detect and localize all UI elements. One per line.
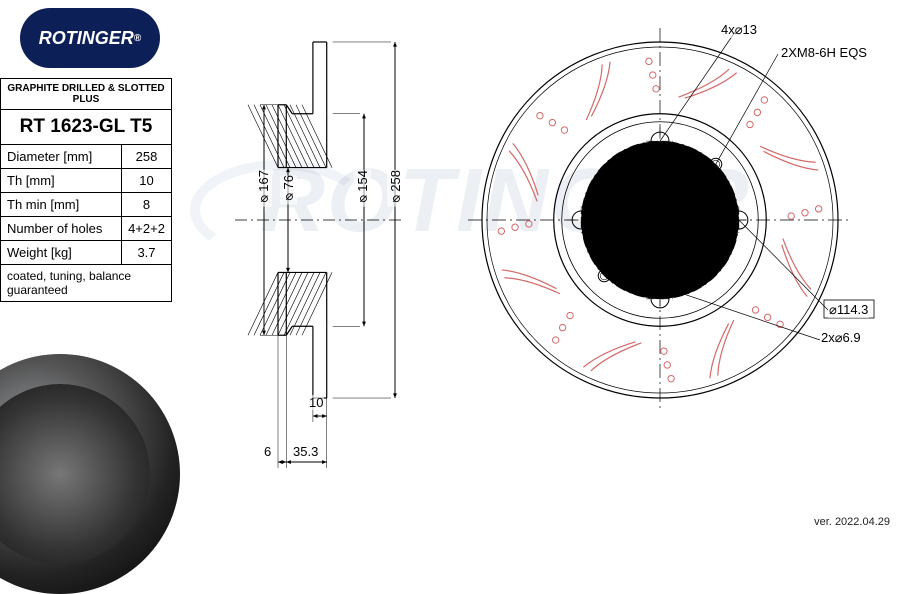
technical-drawing: ⌀167 ⌀76 ⌀154 ⌀258 10 6 35.3 4x⌀13 2XM8-… [180,10,890,510]
callout-holes-main: 4x⌀13 [720,22,758,38]
disc-photo-icon [0,354,180,594]
callout-threaded: 2XM8-6H EQS [780,45,868,60]
dim-d258: ⌀258 [387,170,404,207]
spec-label: Th min [mm] [1,193,122,217]
spec-value: 4+2+2 [122,217,172,241]
spec-label: Weight [kg] [1,241,122,265]
dim-d76: ⌀76 [280,175,297,204]
table-row: Th [mm]10 [1,169,172,193]
spec-label: Diameter [mm] [1,145,122,169]
dim-t10: 10 [308,395,324,410]
table-row: Weight [kg]3.7 [1,241,172,265]
spec-value: 258 [122,145,172,169]
dim-t6: 6 [263,444,272,459]
spec-value: 3.7 [122,241,172,265]
spec-label: Th [mm] [1,169,122,193]
brand-logo: ROTINGER® [20,8,160,68]
spec-heading: GRAPHITE DRILLED & SLOTTED PLUS [0,78,172,109]
table-row: Th min [mm]8 [1,193,172,217]
spec-value: 8 [122,193,172,217]
spec-table: Diameter [mm]258 Th [mm]10 Th min [mm]8 … [0,145,172,265]
spec-label: Number of holes [1,217,122,241]
dim-d167: ⌀167 [255,170,272,207]
dim-d154: ⌀154 [354,170,371,207]
spec-panel: GRAPHITE DRILLED & SLOTTED PLUS RT 1623-… [0,78,172,302]
table-row: Number of holes4+2+2 [1,217,172,241]
brand-logo-text: ROTINGER [39,28,134,49]
spec-value: 10 [122,169,172,193]
spec-note: coated, tuning, balance guaranteed [0,265,172,302]
version-text: ver. 2022.04.29 [814,516,890,528]
dim-t35_3: 35.3 [292,444,319,459]
drawing-svg [180,10,890,510]
registered-mark: ® [134,33,141,44]
dim-pcd: ⌀114.3 [828,302,869,318]
callout-small-holes: 2x⌀6.9 [820,330,862,346]
table-row: Diameter [mm]258 [1,145,172,169]
part-number: RT 1623-GL T5 [0,109,172,145]
